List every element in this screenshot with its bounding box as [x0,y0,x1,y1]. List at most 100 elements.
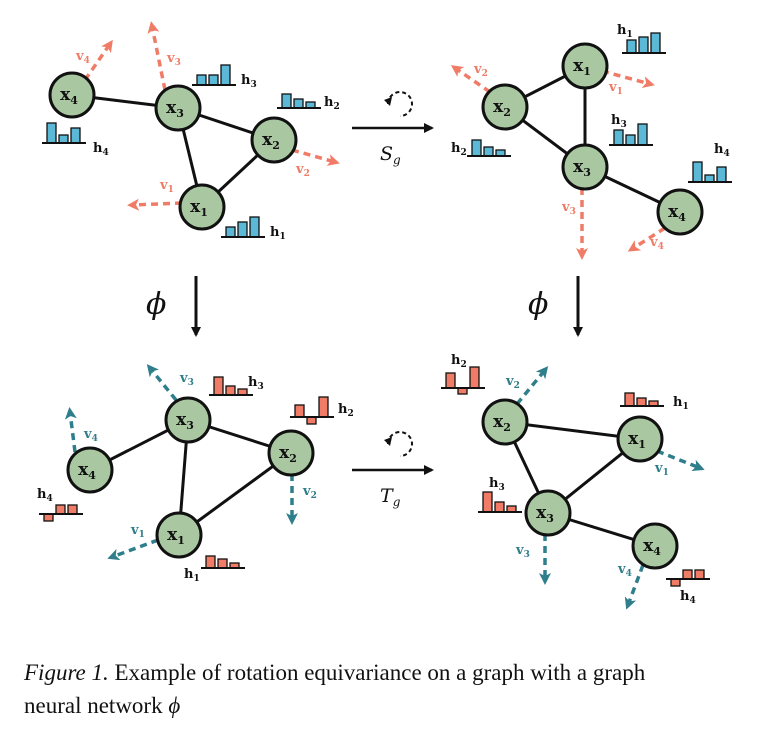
graph-output: x4 x3 x2 x1 v4 v3 v2 v1 [37,364,354,584]
node-x2-sub: 2 [272,139,280,152]
feature-h4 [666,569,710,587]
svg-text:h1: h1 [184,567,200,584]
svg-text:h4: h4 [680,589,696,606]
svg-text:h2: h2 [451,353,467,370]
svg-text:v3: v3 [166,51,181,68]
svg-text:v3: v3 [179,371,194,388]
feature-h1 [201,555,245,569]
output-vectors [64,364,298,561]
node-x2-label: x [262,130,273,150]
svg-text:v1: v1 [130,523,145,540]
node-x3-label: x [166,98,177,118]
node-x4-sub: 4 [70,94,78,107]
feature-h3 [609,123,653,146]
svg-text:v3: v3 [561,200,576,217]
feature-h4 [42,122,86,144]
feature-labels: h4 h3 h2 h1 [93,73,340,242]
vector-labels: v2 v1 v3 v4 [473,62,664,252]
svg-text:h4: h4 [714,142,730,159]
svg-text:h1: h1 [617,23,633,40]
svg-text:x3: x3 [176,410,194,432]
svg-text:x4: x4 [668,202,686,224]
nodes [481,42,704,236]
graph-input: x4 x3 x2 x1 v4 v3 v2 v1 [42,21,340,242]
feature-labels: h2 h1 h3 h4 [451,353,696,606]
feature-h3 [478,491,522,513]
feature-h3 [192,64,236,86]
input-features [42,64,321,238]
svg-text:x2: x2 [279,443,297,465]
svg-text:x1: x1 [628,429,646,451]
node-labels: x2 x1 x3 x4 [493,56,686,224]
feature-labels: h1 h2 h3 h4 [451,23,730,159]
node-labels: x4 x3 x2 x1 [78,410,297,547]
svg-text:h3: h3 [241,73,257,90]
input-vectors [83,21,340,211]
svg-text:v4: v4 [649,235,664,252]
svg-text:h3: h3 [611,113,627,130]
caption-phi: ϕ [168,693,181,718]
vector-labels: v4 v3 v2 v1 [83,371,317,540]
feature-h2 [277,93,321,109]
svg-text:h1: h1 [270,225,286,242]
svg-text:v4: v4 [617,562,632,579]
tg-label: T [380,485,394,507]
feature-h1 [221,216,265,238]
svg-text:v2: v2 [473,62,488,79]
operator-tg: Tg [352,431,434,509]
svg-text:v4: v4 [83,427,98,444]
output-features [441,366,710,587]
svg-text:h2: h2 [324,95,340,112]
input-vectors [450,65,666,260]
node-x1-sub: 1 [200,206,208,219]
node-labels: x2 x1 x3 x4 [493,412,661,558]
svg-text:h1: h1 [673,395,689,412]
node-labels: x4 x3 x2 x1 [60,85,280,219]
feature-h1 [620,392,664,407]
caption-label: Figure 1. [24,660,109,685]
graph-input-rotated: x2 x1 x3 x4 v2 v1 v3 v4 [450,23,732,260]
svg-text:x3: x3 [536,503,554,525]
svg-text:v4: v4 [75,49,90,66]
feature-h2 [467,139,511,157]
figure-caption: Figure 1. Example of rotation equivarian… [24,656,754,722]
svg-text:h3: h3 [489,476,505,493]
svg-text:h4: h4 [93,141,109,158]
feature-h4 [39,504,83,522]
feature-h1 [622,32,666,54]
output-vectors [515,366,705,610]
svg-text:h3: h3 [248,375,264,392]
output-features [39,376,334,569]
svg-text:v1: v1 [654,461,669,478]
node-x3-sub: 3 [176,107,184,120]
svg-text:v1: v1 [608,80,623,97]
feature-h3 [209,376,253,396]
svg-text:v2: v2 [505,374,520,391]
graph-output-rotated: x2 x1 x3 x4 v2 v1 v3 v4 [441,353,710,610]
vector-labels: v2 v1 v3 v4 [505,374,669,579]
svg-text:Tg: Tg [380,485,401,509]
feature-labels: h4 h3 h2 h1 [37,375,354,584]
phi-label-right: ϕ [528,287,548,322]
feature-h2 [290,396,334,425]
node-x1-label: x [190,197,201,217]
svg-text:v3: v3 [515,543,530,560]
vector-labels: v4 v3 v2 v1 [75,49,310,195]
svg-text:x3: x3 [166,98,184,120]
svg-text:v2: v2 [302,484,317,501]
nodes [481,398,679,570]
svg-text:x4: x4 [643,536,661,558]
svg-text:h2: h2 [338,402,354,419]
svg-text:x3: x3 [573,157,591,179]
svg-text:x1: x1 [190,197,208,219]
tg-sub: g [393,495,401,509]
operator-sg: Sg [352,91,434,167]
svg-text:x2: x2 [493,412,511,434]
svg-text:x2: x2 [262,130,280,152]
caption-line2: neural network [24,693,169,718]
node-x4-label: x [60,85,71,105]
phi-arrow-left: ϕ [146,276,201,337]
svg-text:x4: x4 [78,460,96,482]
sg-label: S [380,143,393,165]
